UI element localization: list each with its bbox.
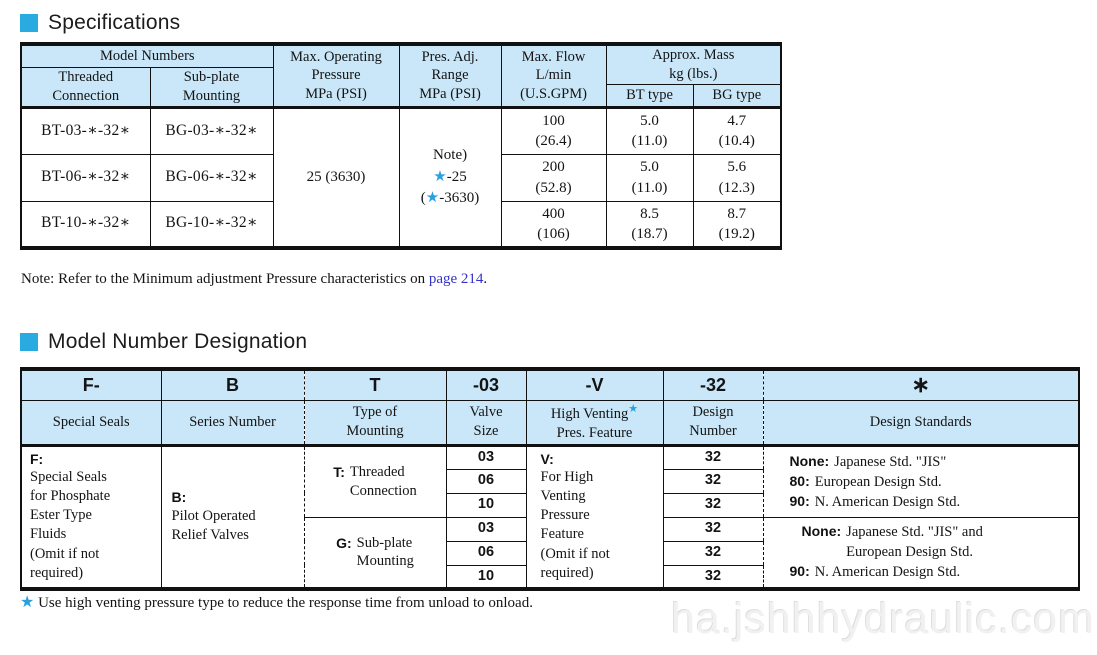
star-icon: ★ bbox=[433, 168, 447, 185]
code-valve-size: -03 bbox=[445, 368, 527, 401]
mounting-threaded-cell: T: Threaded Connection bbox=[303, 444, 447, 518]
design-number-cell: 32 bbox=[662, 540, 763, 566]
mass-bg-10: 8.7 (19.2) bbox=[692, 200, 782, 249]
valve-size-cell: 03 bbox=[445, 516, 527, 542]
designation-section-title: Model Number Designation bbox=[20, 330, 307, 354]
model-threaded-10: BT-10-∗-32∗ bbox=[20, 200, 151, 249]
specifications-section-title: Specifications bbox=[20, 11, 180, 35]
star-icon: ★ bbox=[20, 594, 35, 611]
specifications-title: Specifications bbox=[48, 11, 181, 34]
valve-size-cell: 03 bbox=[445, 444, 527, 470]
label-design-number: Design Number bbox=[662, 399, 763, 447]
header-bt-type: BT type bbox=[605, 83, 694, 109]
mass-bg-06: 5.6 (12.3) bbox=[692, 153, 782, 202]
header-model-numbers: Model Numbers bbox=[20, 43, 274, 68]
designation-title: Model Number Designation bbox=[48, 330, 308, 353]
design-number-cell: 32 bbox=[662, 468, 763, 494]
standards-threaded-cell: None: Japanese Std. "JIS" 80: European Des… bbox=[762, 444, 1080, 518]
header-max-flow: Max. Flow L/min (U.S.GPM) bbox=[500, 43, 607, 109]
label-design-standards: Design Standards bbox=[762, 399, 1080, 447]
header-pres-adj-range: Pres. Adj. Range MPa (PSI) bbox=[398, 43, 502, 109]
valve-size-cell: 06 bbox=[445, 468, 527, 494]
spec-row-06: BT-06-∗-32∗ BG-06-∗-32∗ 200 (52.8) 5.0 (… bbox=[20, 153, 782, 202]
star-icon: ★ bbox=[425, 190, 440, 207]
mass-bt-03: 5.0 (11.0) bbox=[605, 106, 694, 155]
adj-mpa-line: ★-25 bbox=[433, 168, 467, 185]
label-special-seals: Special Seals bbox=[20, 399, 162, 447]
venting-cell: V: For High Venting Pressure Feature (Om… bbox=[525, 444, 664, 590]
header-bg-type: BG type bbox=[692, 83, 782, 109]
designation-row: 10 32 bbox=[21, 564, 1079, 590]
label-series-number: Series Number bbox=[160, 399, 304, 447]
valve-size-cell: 10 bbox=[445, 492, 527, 518]
design-number-cell: 32 bbox=[662, 492, 763, 518]
mass-bt-06: 5.0 (11.0) bbox=[605, 153, 694, 202]
max-operating-pressure-value: 25 (3630) bbox=[272, 106, 400, 249]
spec-row-10: BT-10-∗-32∗ BG-10-∗-32∗ 400 (106) 8.5 (1… bbox=[20, 200, 782, 249]
mounting-subplate-cell: G: Sub-plate Mounting bbox=[303, 516, 447, 590]
pres-adj-range-value: Note) ★-25 (★-3630) bbox=[398, 106, 502, 249]
standards-subplate-cell: None: Japanese Std. "JIS" and European De… bbox=[762, 516, 1080, 590]
specifications-table: Model Numbers Max. Operating Pressure MP… bbox=[20, 42, 783, 251]
valve-size-cell: 10 bbox=[445, 564, 527, 590]
mass-bt-10: 8.5 (18.7) bbox=[605, 200, 694, 249]
model-threaded-03: BT-03-∗-32∗ bbox=[20, 106, 151, 155]
valve-size-cell: 06 bbox=[445, 540, 527, 566]
designation-table: F- B T -03 -V -32 ∗ Special Seals Series… bbox=[20, 367, 1080, 592]
design-number-cell: 32 bbox=[662, 564, 763, 590]
spec-row-03: BT-03-∗-32∗ BG-03-∗-32∗ 25 (3630) Note) … bbox=[20, 106, 782, 249]
header-approx-mass: Approx. Mass kg (lbs.) bbox=[605, 43, 782, 85]
designation-row: 10 32 bbox=[21, 492, 1079, 518]
flow-06: 200 (52.8) bbox=[500, 153, 607, 202]
code-design-standards: ∗ bbox=[762, 368, 1080, 401]
adj-note-label: Note) bbox=[432, 146, 468, 163]
model-subplate-10: BG-10-∗-32∗ bbox=[149, 200, 274, 249]
code-design-number: -32 bbox=[662, 368, 763, 401]
adj-psi-line: (★-3630) bbox=[420, 190, 480, 207]
label-valve-size: Valve Size bbox=[445, 399, 527, 447]
designation-row: F: Special Seals for Phosphate Ester Typ… bbox=[20, 444, 1080, 590]
section-bullet-icon bbox=[20, 14, 38, 32]
designation-row: 06 32 bbox=[21, 468, 1079, 494]
watermark-text: ha.jshhhydraulic.com bbox=[671, 595, 1095, 643]
header-max-operating-pressure: Max. Operating Pressure MPa (PSI) bbox=[272, 43, 400, 109]
code-venting: -V bbox=[525, 368, 664, 401]
star-icon: ★ bbox=[628, 402, 639, 415]
label-venting: High Venting★ Pres. Feature bbox=[525, 399, 664, 447]
designation-row: G: Sub-plate Mounting 03 32 None: Japanese… bbox=[21, 516, 1080, 590]
flow-03: 100 (26.4) bbox=[500, 106, 607, 155]
design-number-cell: 32 bbox=[662, 444, 763, 470]
code-mounting: T bbox=[303, 368, 447, 401]
mass-bg-03: 4.7 (10.4) bbox=[692, 106, 782, 155]
section-bullet-icon bbox=[20, 333, 38, 351]
venting-footnote: ★ Use high venting pressure type to redu… bbox=[20, 594, 533, 611]
code-series: B bbox=[160, 368, 304, 401]
code-special-seals: F- bbox=[20, 368, 162, 401]
flow-10: 400 (106) bbox=[500, 200, 607, 249]
design-number-cell: 32 bbox=[662, 516, 763, 542]
header-threaded-connection: Threaded Connection bbox=[20, 66, 151, 109]
model-threaded-06: BT-06-∗-32∗ bbox=[20, 153, 151, 202]
spec-note: Note: Refer to the Minimum adjustment Pr… bbox=[21, 271, 488, 287]
special-seals-cell: F: Special Seals for Phosphate Ester Typ… bbox=[20, 444, 162, 590]
model-subplate-03: BG-03-∗-32∗ bbox=[149, 106, 274, 155]
header-subplate-mounting: Sub-plate Mounting bbox=[149, 66, 274, 109]
label-mounting: Type of Mounting bbox=[303, 399, 447, 447]
page-214-link[interactable]: page 214 bbox=[428, 271, 484, 287]
series-number-cell: B: Pilot Operated Relief Valves bbox=[160, 444, 304, 590]
model-subplate-06: BG-06-∗-32∗ bbox=[149, 153, 274, 202]
